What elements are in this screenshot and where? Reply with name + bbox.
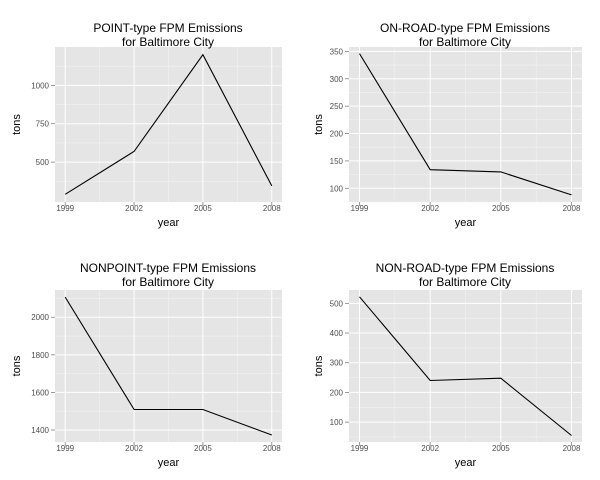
y-tick-label: 200 (330, 388, 344, 397)
emissions-line (359, 53, 572, 196)
x-tick-label: 1999 (351, 444, 369, 453)
y-axis-label: tons (11, 114, 23, 135)
x-tick-label: 1999 (351, 204, 369, 213)
y-tick-label: 750 (36, 120, 50, 129)
y-tick-label: 300 (330, 75, 344, 84)
x-tick-label: 2002 (125, 204, 143, 213)
y-tick-label: 200 (330, 130, 344, 139)
x-tick-label: 2005 (492, 444, 510, 453)
chart-panel-1: 500 750 1000 1999 2002 2005 2008 POINT-type FPM… (11, 21, 282, 229)
y-tick-label: 150 (330, 157, 344, 166)
y-tick-label: 250 (330, 102, 344, 111)
chart-title-line-2: for Baltimore City (419, 275, 511, 289)
x-tick-label: 2005 (492, 204, 510, 213)
x-tick-label: 2005 (194, 444, 212, 453)
x-axis-label: year (455, 457, 477, 469)
emissions-line (64, 53, 273, 195)
x-tick-label: 2008 (263, 444, 281, 453)
x-tick-label: 2008 (263, 204, 281, 213)
chart-panel-3: 1400 1600 1800 2000 1999 2002 2005 2008 NONPOINT… (11, 261, 282, 469)
y-tick-label: 500 (330, 299, 344, 308)
x-tick-label: 2008 (563, 444, 581, 453)
x-axis-label: year (455, 217, 477, 229)
chart-title-line-1: NONPOINT-type FPM Emissions (80, 261, 256, 275)
y-axis-label: tons (313, 355, 325, 376)
x-axis-label: year (158, 217, 180, 229)
x-tick-label: 1999 (56, 204, 74, 213)
emissions-line (359, 296, 572, 436)
x-tick-label: 2008 (563, 204, 581, 213)
y-axis-label: tons (313, 114, 325, 135)
y-tick-label: 500 (36, 158, 50, 167)
chart-title-line-1: POINT-type FPM Emissions (93, 21, 242, 35)
y-tick-label: 400 (330, 329, 344, 338)
chart-panel-2: 100 150 200 250 300 350 1999 2002 2005 2008 ON-ROA… (313, 21, 582, 229)
x-axis-label: year (158, 457, 180, 469)
y-tick-label: 1400 (31, 426, 49, 435)
chart-panels: 500 750 1000 1999 2002 2005 2008 POINT-type FPM… (11, 21, 582, 469)
x-tick-label: 2002 (421, 204, 439, 213)
y-tick-label: 350 (330, 47, 344, 56)
y-axis-label: tons (11, 355, 23, 376)
y-tick-label: 100 (330, 184, 344, 193)
emissions-line (64, 296, 272, 436)
y-tick-label: 2000 (31, 313, 49, 322)
y-tick-label: 300 (330, 359, 344, 368)
x-tick-label: 2002 (421, 444, 439, 453)
chart-title-line-1: ON-ROAD-type FPM Emissions (380, 21, 550, 35)
x-tick-label: 2002 (125, 444, 143, 453)
y-tick-label: 1800 (31, 351, 49, 360)
chart-title-line-1: NON-ROAD-type FPM Emissions (376, 261, 555, 275)
x-tick-label: 2005 (194, 204, 212, 213)
chart-title-line-2: for Baltimore City (122, 275, 214, 289)
chart-title-line-2: for Baltimore City (419, 35, 511, 49)
x-tick-label: 1999 (56, 444, 74, 453)
y-tick-label: 1600 (31, 388, 49, 397)
y-tick-label: 1000 (31, 81, 49, 90)
chart-title-line-2: for Baltimore City (122, 35, 214, 49)
chart-panel-4: 100 200 300 400 500 1999 2002 2005 2008 NON-ROAD-… (313, 261, 582, 469)
y-tick-label: 100 (330, 418, 344, 427)
